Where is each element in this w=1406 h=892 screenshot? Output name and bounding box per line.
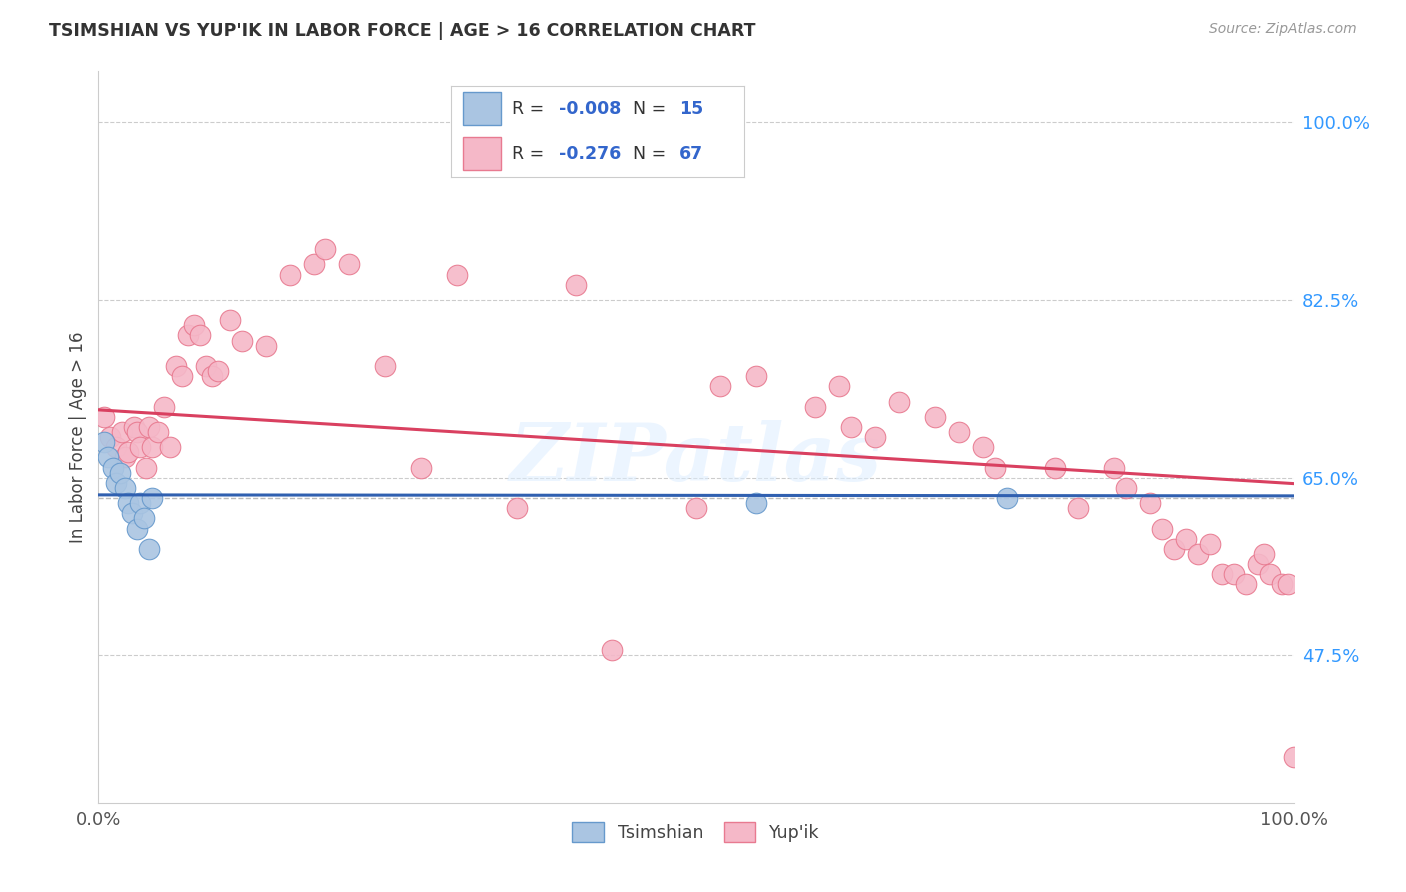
Point [1163, 541, 1185, 556]
Point [159, 440, 181, 454]
Point [1115, 481, 1137, 495]
Y-axis label: In Labor Force | Age > 16: In Labor Force | Age > 16 [69, 331, 87, 543]
Point [865, 430, 887, 444]
Point [148, 425, 170, 439]
Point [98, 430, 122, 444]
Point [1152, 521, 1174, 535]
Point [201, 369, 224, 384]
Point [135, 460, 157, 475]
Point [125, 521, 148, 535]
Point [93, 435, 115, 450]
Point [129, 496, 152, 510]
Point [183, 318, 205, 333]
Point [804, 400, 827, 414]
Point [972, 440, 994, 454]
Point [153, 400, 176, 414]
Point [1277, 577, 1299, 591]
Point [1043, 460, 1066, 475]
Point [105, 440, 128, 454]
Point [93, 409, 115, 424]
Point [374, 359, 396, 373]
Point [177, 328, 200, 343]
Text: Source: ZipAtlas.com: Source: ZipAtlas.com [1209, 22, 1357, 37]
Point [195, 359, 218, 373]
Point [446, 268, 468, 282]
Point [207, 364, 229, 378]
Point [1211, 567, 1233, 582]
Point [1253, 547, 1275, 561]
Point [117, 496, 139, 510]
Point [188, 328, 211, 343]
Point [984, 460, 1007, 475]
Point [1139, 496, 1161, 510]
Point [995, 491, 1018, 505]
Point [132, 511, 155, 525]
Point [278, 268, 301, 282]
Point [948, 425, 970, 439]
Point [565, 277, 588, 292]
Point [1187, 547, 1209, 561]
Point [114, 450, 136, 465]
Point [506, 501, 529, 516]
Point [101, 460, 124, 475]
Point [339, 257, 361, 271]
Point [97, 450, 120, 465]
Point [1223, 567, 1246, 582]
Point [924, 409, 946, 424]
Point [1175, 532, 1198, 546]
Point [125, 425, 148, 439]
Point [1234, 577, 1257, 591]
Point [709, 379, 731, 393]
Point [138, 420, 160, 434]
Point [138, 541, 160, 556]
Point [114, 481, 136, 495]
Point [602, 643, 624, 657]
Text: TSIMSHIAN VS YUP'IK IN LABOR FORCE | AGE > 16 CORRELATION CHART: TSIMSHIAN VS YUP'IK IN LABOR FORCE | AGE… [49, 22, 755, 40]
Point [889, 394, 911, 409]
Point [124, 420, 146, 434]
Point [685, 501, 707, 516]
Point [1247, 557, 1270, 571]
Point [1282, 750, 1305, 764]
Point [1104, 460, 1126, 475]
Point [121, 506, 143, 520]
Point [219, 313, 242, 327]
Point [254, 338, 277, 352]
Point [111, 425, 134, 439]
Point [141, 491, 163, 505]
Point [411, 460, 433, 475]
Text: ZIPatlas: ZIPatlas [510, 420, 882, 498]
Legend: Tsimshian, Yup'ik: Tsimshian, Yup'ik [565, 815, 827, 849]
Point [745, 496, 768, 510]
Point [1199, 537, 1222, 551]
Point [1067, 501, 1090, 516]
Point [108, 466, 131, 480]
Point [841, 420, 863, 434]
Point [828, 379, 851, 393]
Point [315, 242, 337, 256]
Point [302, 257, 325, 271]
Point [105, 475, 128, 490]
Point [1271, 577, 1294, 591]
Point [117, 445, 139, 459]
Point [172, 369, 194, 384]
Point [231, 334, 253, 348]
Point [1258, 567, 1281, 582]
Point [165, 359, 187, 373]
Point [141, 440, 163, 454]
Point [745, 369, 768, 384]
Point [129, 440, 152, 454]
